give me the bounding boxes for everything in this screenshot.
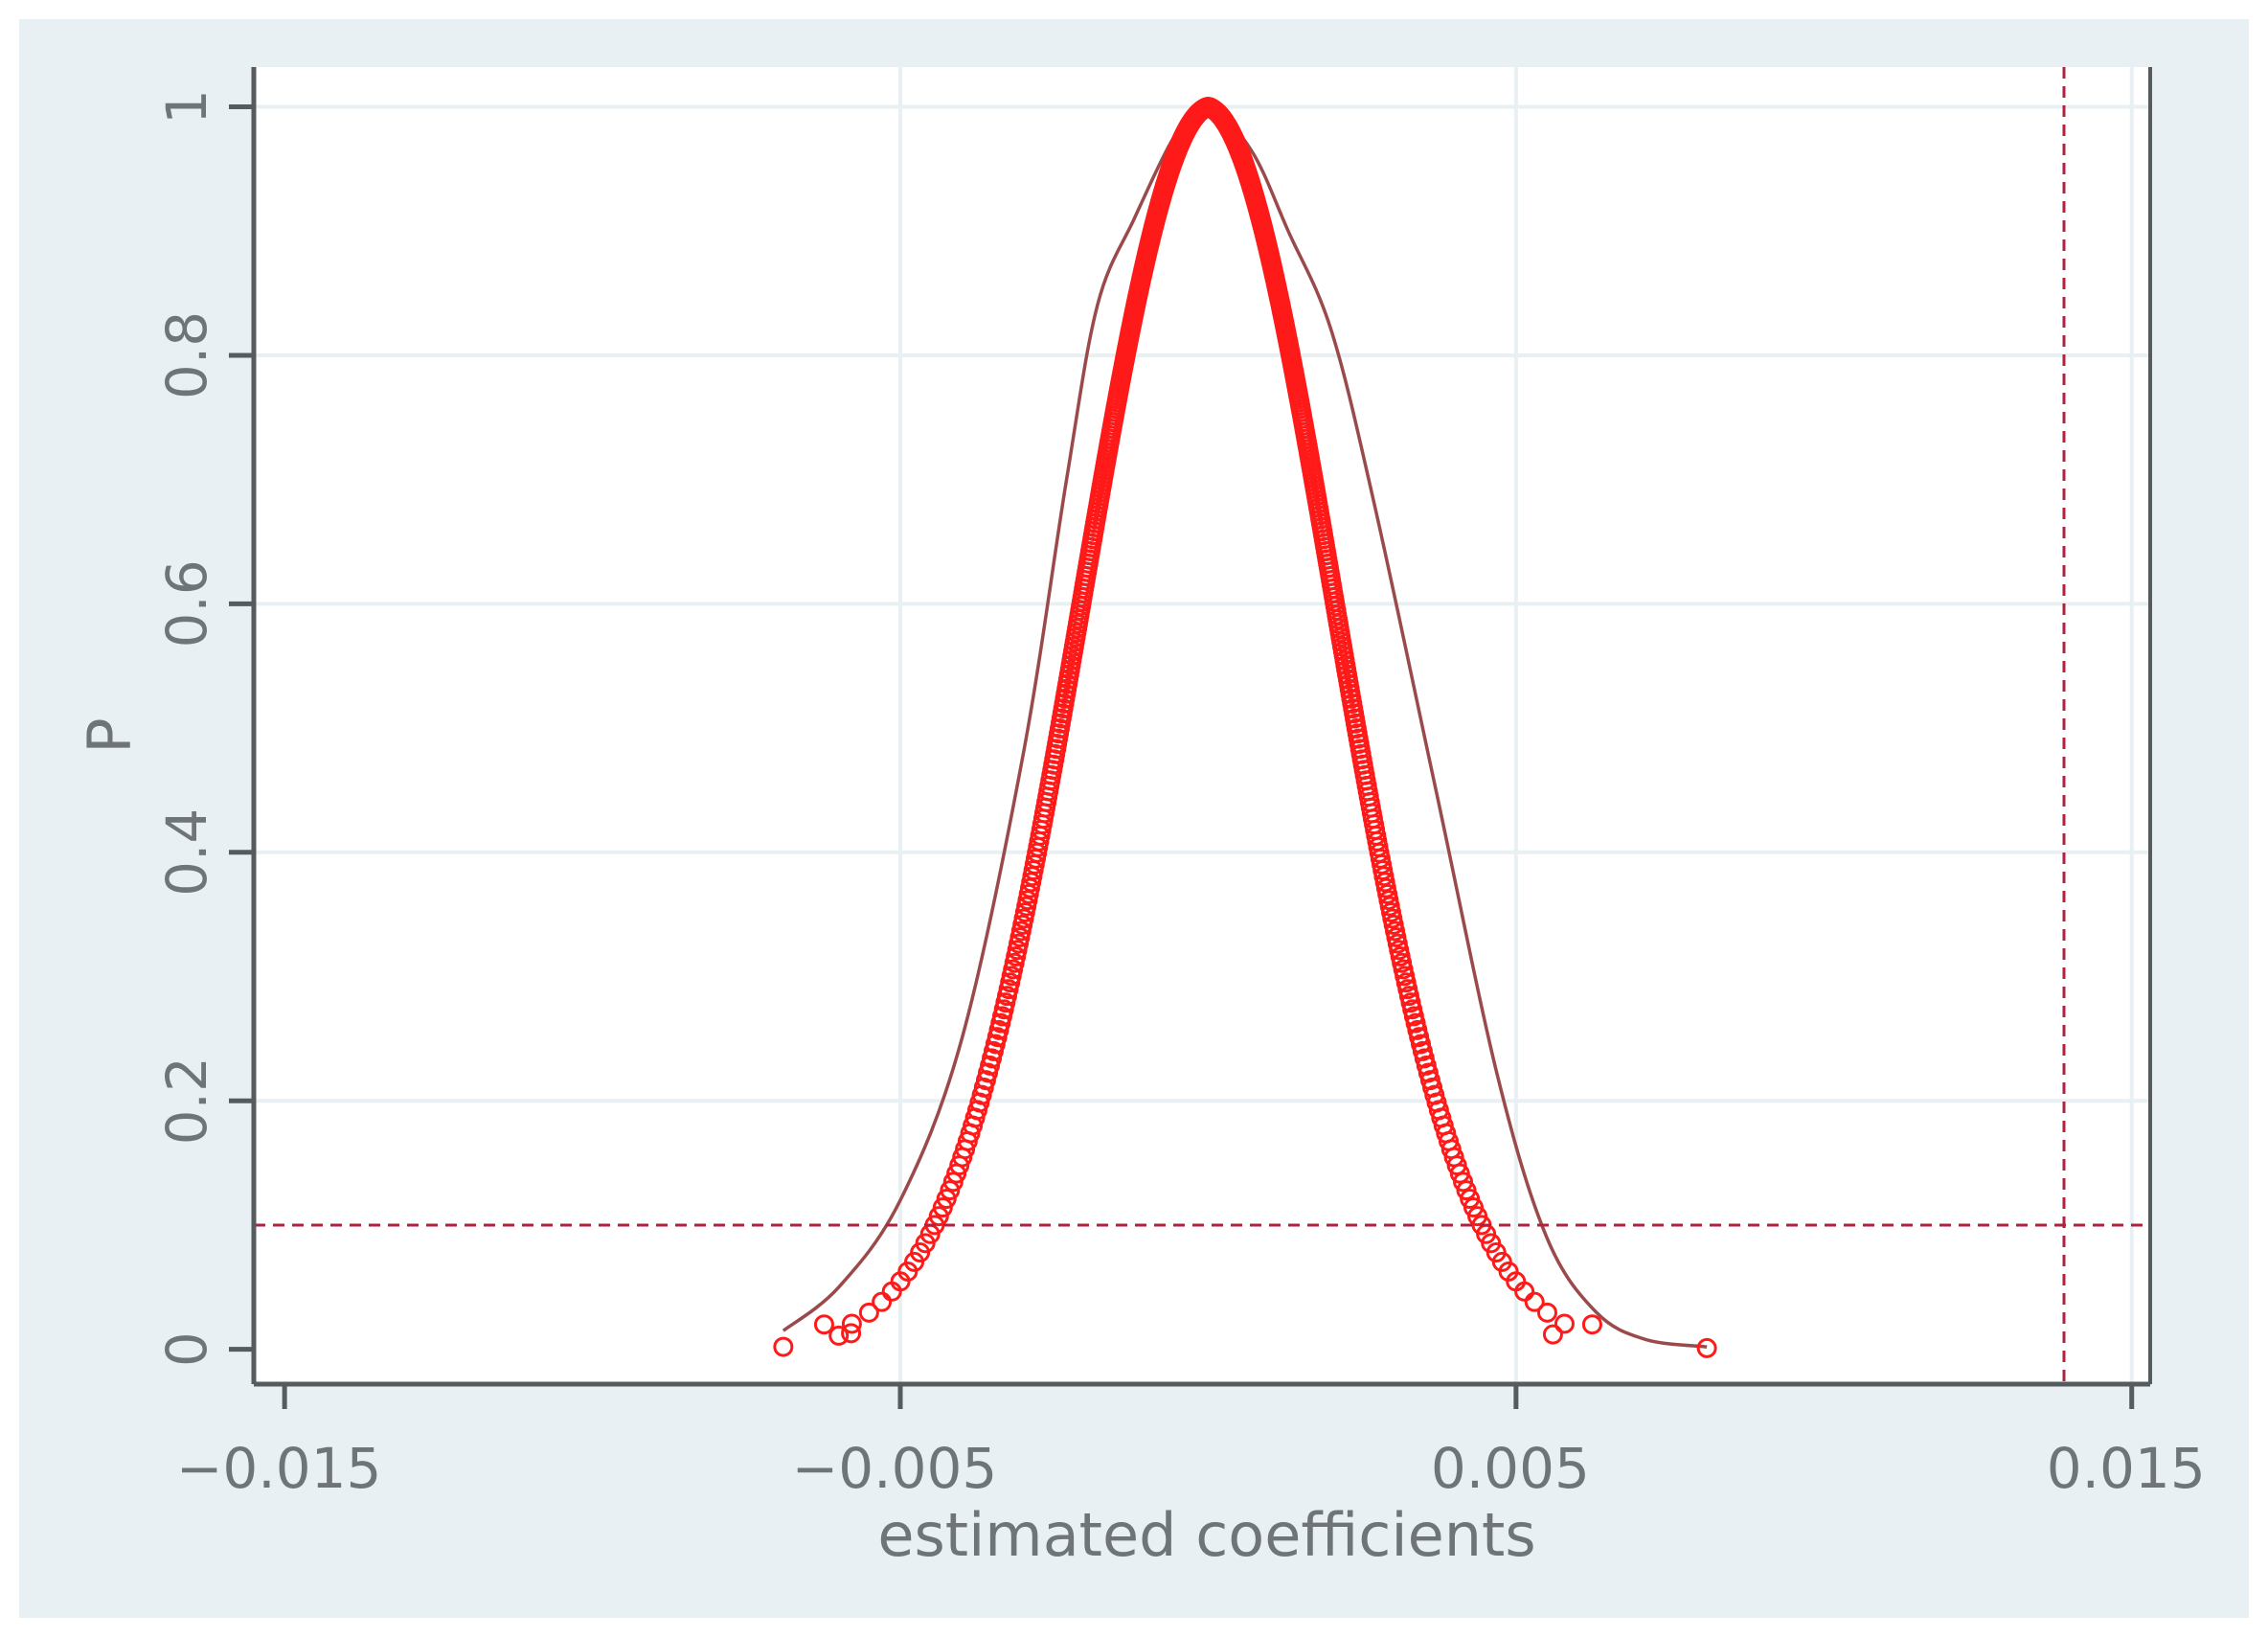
y-tick-label: 1 xyxy=(154,89,219,125)
x-axis-title: estimated coefficients xyxy=(877,1500,1535,1570)
scatter-point xyxy=(1536,1302,1557,1323)
scatter-point xyxy=(1542,1324,1563,1345)
plot-area xyxy=(254,67,2150,1384)
scatter-point xyxy=(872,1291,893,1312)
scatter-point xyxy=(1524,1291,1545,1312)
scatter-points xyxy=(773,97,1717,1358)
x-tick-label: −0.015 xyxy=(176,1436,382,1501)
x-tick-label: −0.005 xyxy=(792,1436,998,1501)
y-tick-label: 0 xyxy=(154,1331,219,1367)
scatter-point xyxy=(1581,1314,1602,1335)
scatter-point xyxy=(773,1336,794,1357)
grid-lines xyxy=(254,67,2150,1384)
scatter-point xyxy=(1554,1313,1575,1334)
scatter-point xyxy=(841,1323,862,1344)
tick-labels: −0.015 −0.005 0.005 0.015 0 0.2 0.4 0.6 0.8 1 xyxy=(154,89,2206,1501)
scatter-point xyxy=(828,1325,850,1346)
x-tick-label: 0.005 xyxy=(1431,1436,1590,1501)
y-tick-label: 0.8 xyxy=(154,311,219,399)
reference-lines xyxy=(254,67,2150,1384)
y-tick-label: 0.6 xyxy=(154,559,219,648)
scatter-point xyxy=(841,1313,862,1334)
scatter-point xyxy=(813,1314,834,1335)
scatter-point xyxy=(1696,1337,1717,1358)
axes xyxy=(229,67,2152,1409)
scatter-point xyxy=(1514,1281,1535,1302)
y-tick-label: 0.4 xyxy=(154,808,219,897)
x-tick-label: 0.015 xyxy=(2047,1436,2206,1501)
y-axis-title: P xyxy=(75,717,145,753)
y-tick-label: 0.2 xyxy=(154,1057,219,1145)
scatter-point xyxy=(858,1302,879,1323)
